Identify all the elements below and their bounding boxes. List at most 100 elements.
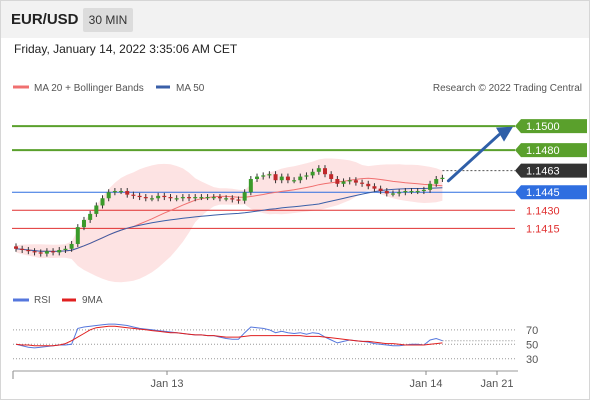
- candle: [20, 245, 25, 253]
- candle-body: [298, 176, 303, 181]
- resistance-level-tag: 1.1500: [515, 119, 587, 134]
- candle: [26, 246, 31, 255]
- candle-body: [329, 174, 334, 180]
- last-price-level-tag: 1.1463: [515, 163, 587, 178]
- price-level-labels: 1.1500 1.1480 1.1463 1.1445 1.1430 1.1415: [515, 119, 587, 235]
- x-tick-label: Jan 13: [150, 378, 183, 390]
- candle: [205, 194, 210, 201]
- candle-body: [205, 197, 210, 199]
- candle-body: [440, 177, 445, 180]
- timestamp: Friday, January 14, 2022 3:35:06 AM CET: [14, 42, 238, 56]
- header-bar: EUR/USD 30 MIN: [1, 1, 589, 38]
- candle: [440, 174, 445, 183]
- candle-body: [156, 195, 161, 199]
- candle: [199, 194, 204, 201]
- candle-body: [88, 213, 93, 220]
- ma20-legend-label: MA 20 + Bollinger Bands: [34, 83, 144, 94]
- candle: [273, 171, 278, 184]
- candle-body: [323, 168, 327, 175]
- candle-body: [316, 168, 321, 172]
- level-tag-bg: [515, 185, 587, 200]
- timeframe-button[interactable]: 30 MIN: [83, 8, 133, 32]
- candle: [421, 186, 426, 195]
- candle-body: [112, 191, 117, 193]
- candle: [335, 176, 340, 187]
- candle-body: [106, 192, 111, 199]
- candle-body: [378, 188, 383, 192]
- forecast-arrow: [446, 126, 513, 183]
- level-tag-text: 1.1500: [526, 121, 560, 133]
- candle: [32, 248, 37, 256]
- x-tick-label: Jan 14: [409, 378, 442, 390]
- level-tag-bg: [515, 119, 587, 134]
- candle-body: [224, 198, 229, 200]
- ma50-legend-label: MA 50: [176, 83, 205, 94]
- level-tag-bg: [515, 143, 587, 158]
- candle: [316, 165, 321, 175]
- candlesticks: [14, 165, 445, 257]
- bollinger-bands: [16, 158, 443, 283]
- candle-body: [434, 179, 439, 184]
- candle-body: [20, 248, 25, 250]
- candle-body: [403, 191, 408, 193]
- candle: [378, 185, 383, 195]
- candle-body: [217, 197, 222, 199]
- candle-body: [193, 197, 198, 199]
- level-tag-bg: [515, 163, 587, 178]
- candle: [384, 188, 389, 197]
- research-credit: Research © 2022 Trading Central: [433, 83, 582, 94]
- candle: [38, 249, 43, 257]
- candle: [131, 191, 136, 199]
- candle-body: [242, 192, 247, 201]
- candle: [14, 243, 18, 252]
- rsi-level-label: 70: [526, 325, 538, 337]
- rsi-level-label: 30: [526, 354, 538, 366]
- candle-body: [372, 186, 377, 189]
- candle-body: [397, 192, 402, 194]
- pivot-level-tag: 1.1445: [515, 185, 587, 200]
- candle-body: [38, 252, 43, 254]
- candle-body: [199, 197, 204, 199]
- candle-body: [131, 194, 136, 196]
- candle: [304, 172, 309, 180]
- candle: [415, 188, 420, 195]
- candle: [224, 195, 229, 202]
- candle: [341, 178, 346, 187]
- candle: [44, 248, 49, 257]
- candle: [397, 189, 402, 197]
- support-level-label: 1.1415: [526, 223, 560, 235]
- candle-body: [421, 189, 426, 192]
- candle-body: [261, 175, 266, 177]
- rsi-legend-label: RSI: [34, 295, 51, 306]
- level-tag-text: 1.1480: [526, 145, 560, 157]
- ma50-line: [15, 187, 443, 252]
- candle: [261, 172, 266, 180]
- candle-body: [236, 199, 241, 201]
- candle-body: [248, 179, 253, 193]
- candle-body: [384, 191, 389, 194]
- candle-body: [255, 176, 260, 180]
- candle-body: [100, 198, 105, 206]
- candle-body: [409, 191, 414, 193]
- candle-body: [168, 197, 173, 199]
- candle-body: [75, 227, 80, 244]
- candle: [149, 195, 154, 202]
- candle: [143, 194, 148, 202]
- candle: [248, 176, 253, 196]
- candle: [168, 194, 173, 202]
- level-tag-text: 1.1463: [526, 166, 560, 178]
- candle-body: [125, 191, 130, 195]
- candle-body: [149, 198, 154, 200]
- candle: [409, 188, 414, 195]
- candle: [372, 183, 377, 192]
- candle-body: [94, 205, 99, 214]
- rsi-line: [15, 323, 443, 349]
- candle: [217, 194, 222, 202]
- forecast-arrow-head: [496, 126, 513, 142]
- candle: [255, 173, 260, 183]
- candle: [230, 195, 235, 203]
- candle-body: [211, 197, 216, 199]
- candle-body: [390, 193, 395, 195]
- support-level-label: 1.1430: [526, 205, 560, 217]
